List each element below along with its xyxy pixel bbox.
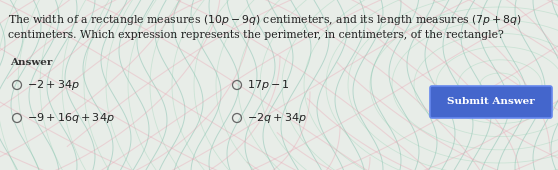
Text: Answer: Answer <box>10 58 52 67</box>
Text: $-9 + 16q + 34p$: $-9 + 16q + 34p$ <box>27 111 114 125</box>
Text: $-2q + 34p$: $-2q + 34p$ <box>247 111 307 125</box>
Text: $17p - 1$: $17p - 1$ <box>247 78 290 92</box>
FancyBboxPatch shape <box>430 86 552 118</box>
Text: centimeters. Which expression represents the perimeter, in centimeters, of the r: centimeters. Which expression represents… <box>8 30 504 40</box>
Text: Submit Answer: Submit Answer <box>447 98 535 106</box>
Text: $-2 + 34p$: $-2 + 34p$ <box>27 78 80 92</box>
Text: The width of a rectangle measures $(10p - 9q)$ centimeters, and its length measu: The width of a rectangle measures $(10p … <box>8 13 522 27</box>
